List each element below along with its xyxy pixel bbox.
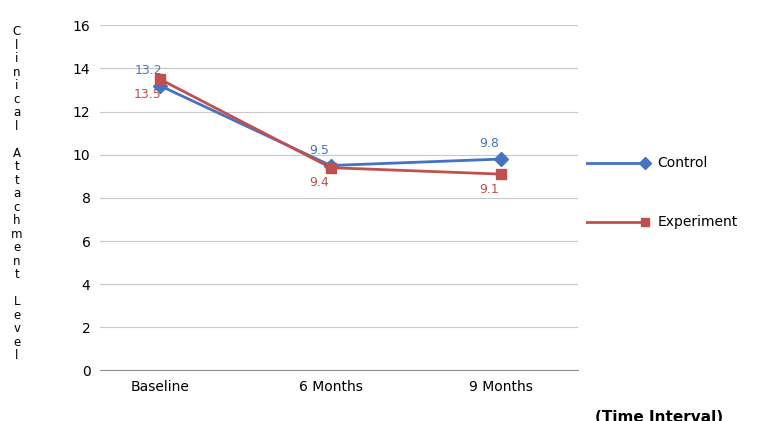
Control — [326, 163, 335, 168]
Text: (Time Interval): (Time Interval) — [595, 410, 723, 421]
Text: 13.2: 13.2 — [134, 64, 162, 77]
Experiment — [155, 77, 164, 82]
Text: 13.5: 13.5 — [134, 88, 162, 101]
Control — [155, 83, 164, 88]
Text: 9.4: 9.4 — [309, 176, 328, 189]
Text: 9.5: 9.5 — [309, 144, 328, 157]
Text: C
l
i
n
i
c
a
l
 
A
t
t
a
c
h
m
e
n
t
 
L
e
v
e
l: C l i n i c a l A t t a c h m e n t L e … — [12, 25, 22, 362]
Control — [497, 157, 506, 162]
Text: Control: Control — [657, 156, 708, 170]
Text: 9.1: 9.1 — [480, 183, 500, 196]
Experiment — [326, 165, 335, 170]
Text: 9.8: 9.8 — [480, 137, 500, 150]
Line: Control: Control — [155, 81, 507, 171]
Line: Experiment: Experiment — [155, 75, 507, 179]
Experiment — [497, 172, 506, 177]
Text: Experiment: Experiment — [657, 215, 737, 229]
